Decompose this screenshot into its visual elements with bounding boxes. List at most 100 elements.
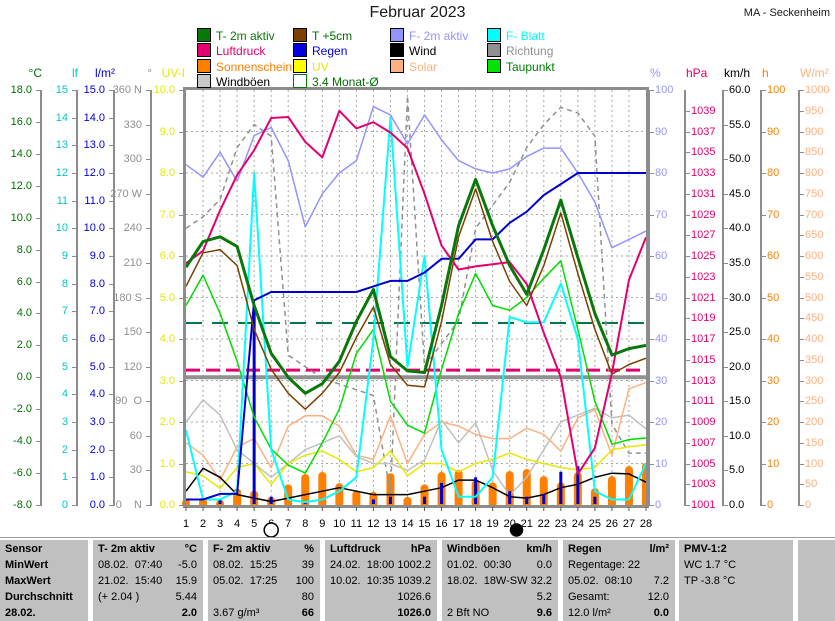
axis-tick-label: -6.0 [13, 467, 32, 480]
table-cell-text: 18.02. 18W-SW [447, 575, 528, 587]
axis-tick [109, 228, 113, 230]
axis-tick-label: 200 [805, 416, 824, 428]
axis-tick [72, 145, 76, 147]
axis-tick [724, 332, 728, 334]
x-axis-day-label: 11 [351, 518, 362, 530]
axis-tick [72, 173, 76, 174]
legend-label: F- Blatt [506, 29, 545, 43]
axis-tick [724, 435, 728, 437]
axis-tick-label: 45.0 [729, 187, 751, 200]
axis-tick [146, 124, 150, 126]
axis-tick-label: 360 N [112, 84, 142, 96]
axis-tick-label: 1033 [691, 167, 716, 179]
axis-tick [146, 159, 150, 161]
table-cell-value: 0.0 [653, 607, 669, 619]
axis-tick-label: 30 [655, 374, 668, 387]
table-cell-text: Gesamt: [568, 591, 610, 603]
axis-tick [724, 262, 728, 264]
axis-tick [762, 90, 766, 91]
axis-tick-label: 1017 [691, 333, 716, 345]
x-axis-day-label: 24 [572, 518, 584, 530]
axis-tick-label: 750 [805, 187, 824, 200]
page-title: Februar 2023 [369, 4, 466, 21]
axis-tick-label: 5.0 [89, 360, 105, 373]
axis-tick [724, 297, 728, 299]
legend-item-uv: UV [293, 58, 329, 74]
axis-title-w-m: W/m² [800, 66, 829, 80]
axis-tick [72, 228, 76, 230]
table-cell-value: 7.2 [653, 575, 669, 587]
table-cell-value: 5.2 [536, 591, 552, 603]
series-t-2m-aktiv [184, 177, 647, 395]
axis-tick [800, 297, 804, 299]
axis-tick-label: 8 [61, 277, 68, 290]
axis-tick-label: 18.0 [10, 84, 32, 96]
axis-tick [762, 297, 766, 299]
axis-tick-label: 11.0 [84, 194, 105, 207]
axis-tick [686, 297, 690, 299]
axis-tick [146, 90, 150, 91]
axis-tick [36, 153, 40, 155]
axis-tick [36, 345, 40, 347]
axis-tick [686, 235, 690, 237]
axis-tick [36, 441, 40, 443]
table-cell-value: 12.0 [647, 591, 669, 603]
x-axis-day-label: 27 [623, 518, 635, 530]
axis-tick [109, 256, 113, 257]
table-panel-empty [798, 540, 835, 621]
axis-tick-label: 6.0 [159, 250, 175, 262]
table-cell-text: 21.02. 15:40 [98, 575, 163, 587]
axis-tick-label: 1009 [691, 416, 716, 428]
axis-tick [650, 131, 654, 133]
axis-tick [800, 214, 804, 216]
axis-tick [36, 217, 40, 219]
table-cell-value: 0.0 [536, 559, 552, 571]
axis-tick [146, 262, 150, 264]
axis-tick-label: 10 [767, 457, 780, 470]
axis-tick [650, 90, 654, 91]
axis-tick-label: 40 [767, 333, 780, 345]
table-panel-4: Windböen km/h 01.02. 00:30 0.0 18.02. 18W-SW… [442, 540, 558, 621]
x-axis-day-label: 1 [183, 518, 189, 530]
x-axis-day-label: 23 [555, 518, 567, 530]
axis-tick [800, 256, 804, 257]
axis-tick [800, 318, 804, 320]
axis-tick [800, 463, 804, 465]
axis-tick-label: 850 [805, 146, 824, 159]
legend-label: Sonnenschein [216, 59, 293, 74]
legend-swatch-windb-en [197, 74, 211, 89]
axis-tick-label: 270 W [110, 187, 142, 200]
axis-tick [146, 297, 150, 299]
axis-tick [800, 131, 804, 133]
axis-tick-label: 50 [655, 291, 668, 304]
axis-tick-label: 300 [805, 374, 824, 387]
axis-tick-label: 500 [805, 291, 824, 304]
axis-tick [686, 152, 690, 154]
axis-tick [179, 214, 183, 216]
x-axis-day-label: 7 [285, 518, 291, 530]
axis-tick [800, 276, 804, 278]
axis-tick [686, 442, 690, 444]
x-axis-day-label: 9 [319, 518, 325, 530]
legend-label: Richtung [506, 44, 554, 59]
legend-label: Solar [409, 59, 438, 74]
axis-tick-label: 100 [767, 84, 786, 96]
legend-swatch-solar [390, 58, 404, 73]
table-cell-text: (+ 2.04 ) [98, 591, 140, 603]
axis-tick-label: 15 [55, 84, 68, 96]
axis-title-uv-i: UV-I [161, 66, 185, 80]
series-t-5cm [185, 188, 647, 410]
axis-tick-label: 10.0 [729, 429, 751, 442]
axis-tick-label: 30.0 [729, 291, 751, 304]
legend-swatch-richtung [487, 43, 501, 58]
axis-tick-label: 400 [805, 333, 824, 345]
axis-tick-label: 40.0 [729, 222, 751, 235]
axis-tick [724, 228, 728, 230]
axis-line-h [760, 90, 762, 506]
axis-tick [762, 339, 766, 340]
axis-tick-label: 60 [129, 429, 142, 442]
axis-tick [724, 193, 728, 195]
table-panel-1: T- 2m aktiv °C 08.02. 07:40 -5.0 21.02. 15:4… [93, 540, 203, 621]
table-cell-value: 5.44 [175, 591, 197, 603]
axis-line-km-h [722, 90, 724, 506]
